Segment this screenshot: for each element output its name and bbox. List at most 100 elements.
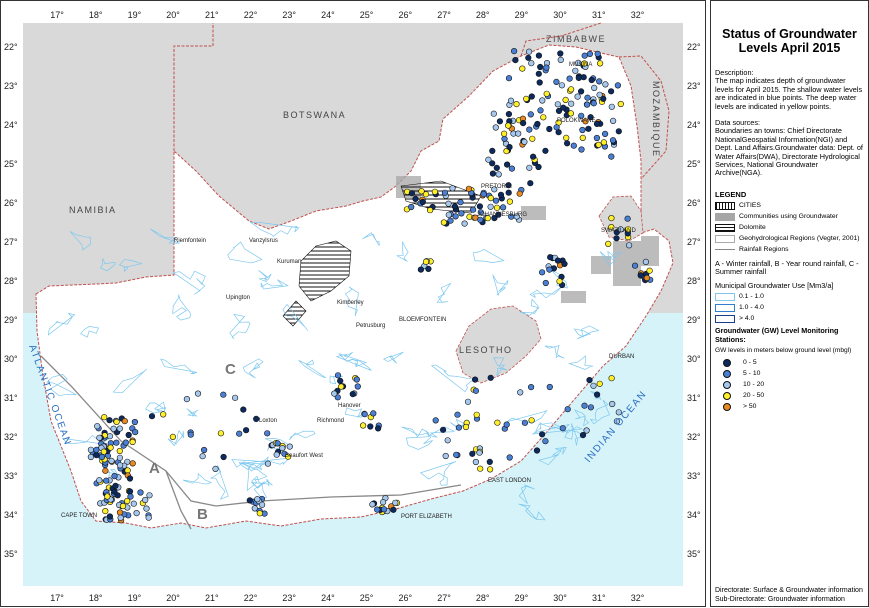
region-outline [538,446,567,466]
label-lesotho: LESOTHO [459,345,513,355]
gw-station [593,391,601,398]
gw-station [609,400,616,408]
gw-station [137,489,144,496]
region-outline [344,286,359,317]
gw-station [575,59,582,67]
town-pretoria: PRETORIA [481,184,512,190]
gw-station [496,118,504,125]
gw-station [126,475,134,482]
gw-station [585,125,592,132]
gw-station [353,376,360,383]
gw-station [367,423,374,430]
region-outline [472,249,505,263]
gw-station [501,135,508,142]
lon-tick-bottom: 24° [321,593,335,603]
gw-station [613,235,620,242]
gw-station [477,216,484,223]
gw-station [375,425,382,432]
gw-station [381,506,388,513]
gw-station [145,514,152,521]
lat-tick-left: 32° [4,432,18,442]
lat-tick-right: 28° [687,276,701,286]
gw-dot-5 [723,402,731,411]
gw-station [631,262,639,269]
region-outline [231,459,268,469]
gw-station [113,439,120,446]
muni-label-2: 1.0 - 4.0 [739,304,764,312]
gw-station [427,207,434,214]
gw-station [487,374,494,381]
lat-tick-right: 26° [687,198,701,208]
legend-geohydro: Geohydrological Regions (Vegter, 2001) [715,234,864,243]
gw-station [591,84,598,91]
gw-station [116,454,123,461]
gw-station [493,164,500,171]
gw-station [445,200,452,207]
lon-tick-top: 18° [89,10,103,20]
gw-station [624,226,632,233]
gw-station [557,56,564,64]
gw-station [183,396,190,403]
gw-station [199,453,206,460]
gw-station [361,411,368,418]
gw-station [142,496,149,504]
gw-station [96,477,103,484]
gw-station [578,112,585,119]
gw-station [442,452,449,460]
gw-station [458,210,465,217]
gw-station [111,488,118,495]
gw-station [579,432,587,439]
footer-line-1: Directorate: Surface & Groundwater infor… [715,587,863,594]
gw-station [477,465,484,472]
gw-station [486,458,493,466]
region-outline [518,484,535,504]
gw-station [87,453,94,461]
muni-swatch-3 [715,315,735,324]
gw-station [431,188,439,195]
lat-tick-left: 35° [4,549,18,559]
gw-item-3: 10 - 20 [715,380,864,389]
gw-station [286,443,293,450]
gw-station [505,75,513,82]
lat-ticks-right: 22° 23° 24° 25° 26° 27° 28° 29° 30° 31° 32° 33° 34° 3… [687,42,701,559]
gw-station [148,413,156,420]
gw-station [146,492,153,499]
gw-station [643,274,651,282]
zone-c: C [225,361,236,378]
gw-station [130,500,137,507]
town-johannesburg: JOHANNESBURG [477,212,527,218]
gw-station [487,195,494,202]
gw-station [537,107,544,114]
gw-station [525,54,532,61]
region-outline [599,250,623,266]
gw-station [593,120,601,127]
lon-tick-bottom: 18° [89,593,103,603]
gw-station [422,191,430,198]
gw-station [590,382,597,389]
gw-station [331,390,338,397]
rainfall-note: A - Winter rainfall, B - Year round rain… [715,258,859,277]
gw-dot-4 [723,391,731,400]
region-outline [242,358,264,379]
town-beaufort-west: Beaufort West [285,453,323,459]
region-outline [492,274,509,296]
sources-heading: Data sources: [715,118,761,128]
lat-tick-left: 22° [4,42,18,52]
gw-station [490,110,497,117]
gw-station [334,372,342,379]
gw-station [503,421,510,428]
gw-station [556,278,563,285]
lon-tick-bottom: 28° [476,593,490,603]
zone-b: B [197,506,208,523]
legend-communities: Communities using Groundwater [715,212,864,221]
gw-station [615,409,622,416]
gw-station [513,100,520,108]
gw-station [506,198,514,205]
geohydro-swatch [715,234,735,243]
gw-station [625,242,633,249]
region-outline [405,430,434,450]
town-petrusburg: Petrusburg [356,323,385,329]
gw-station [380,499,387,506]
gw-station [505,189,512,196]
muni-swatch-2 [715,304,735,313]
